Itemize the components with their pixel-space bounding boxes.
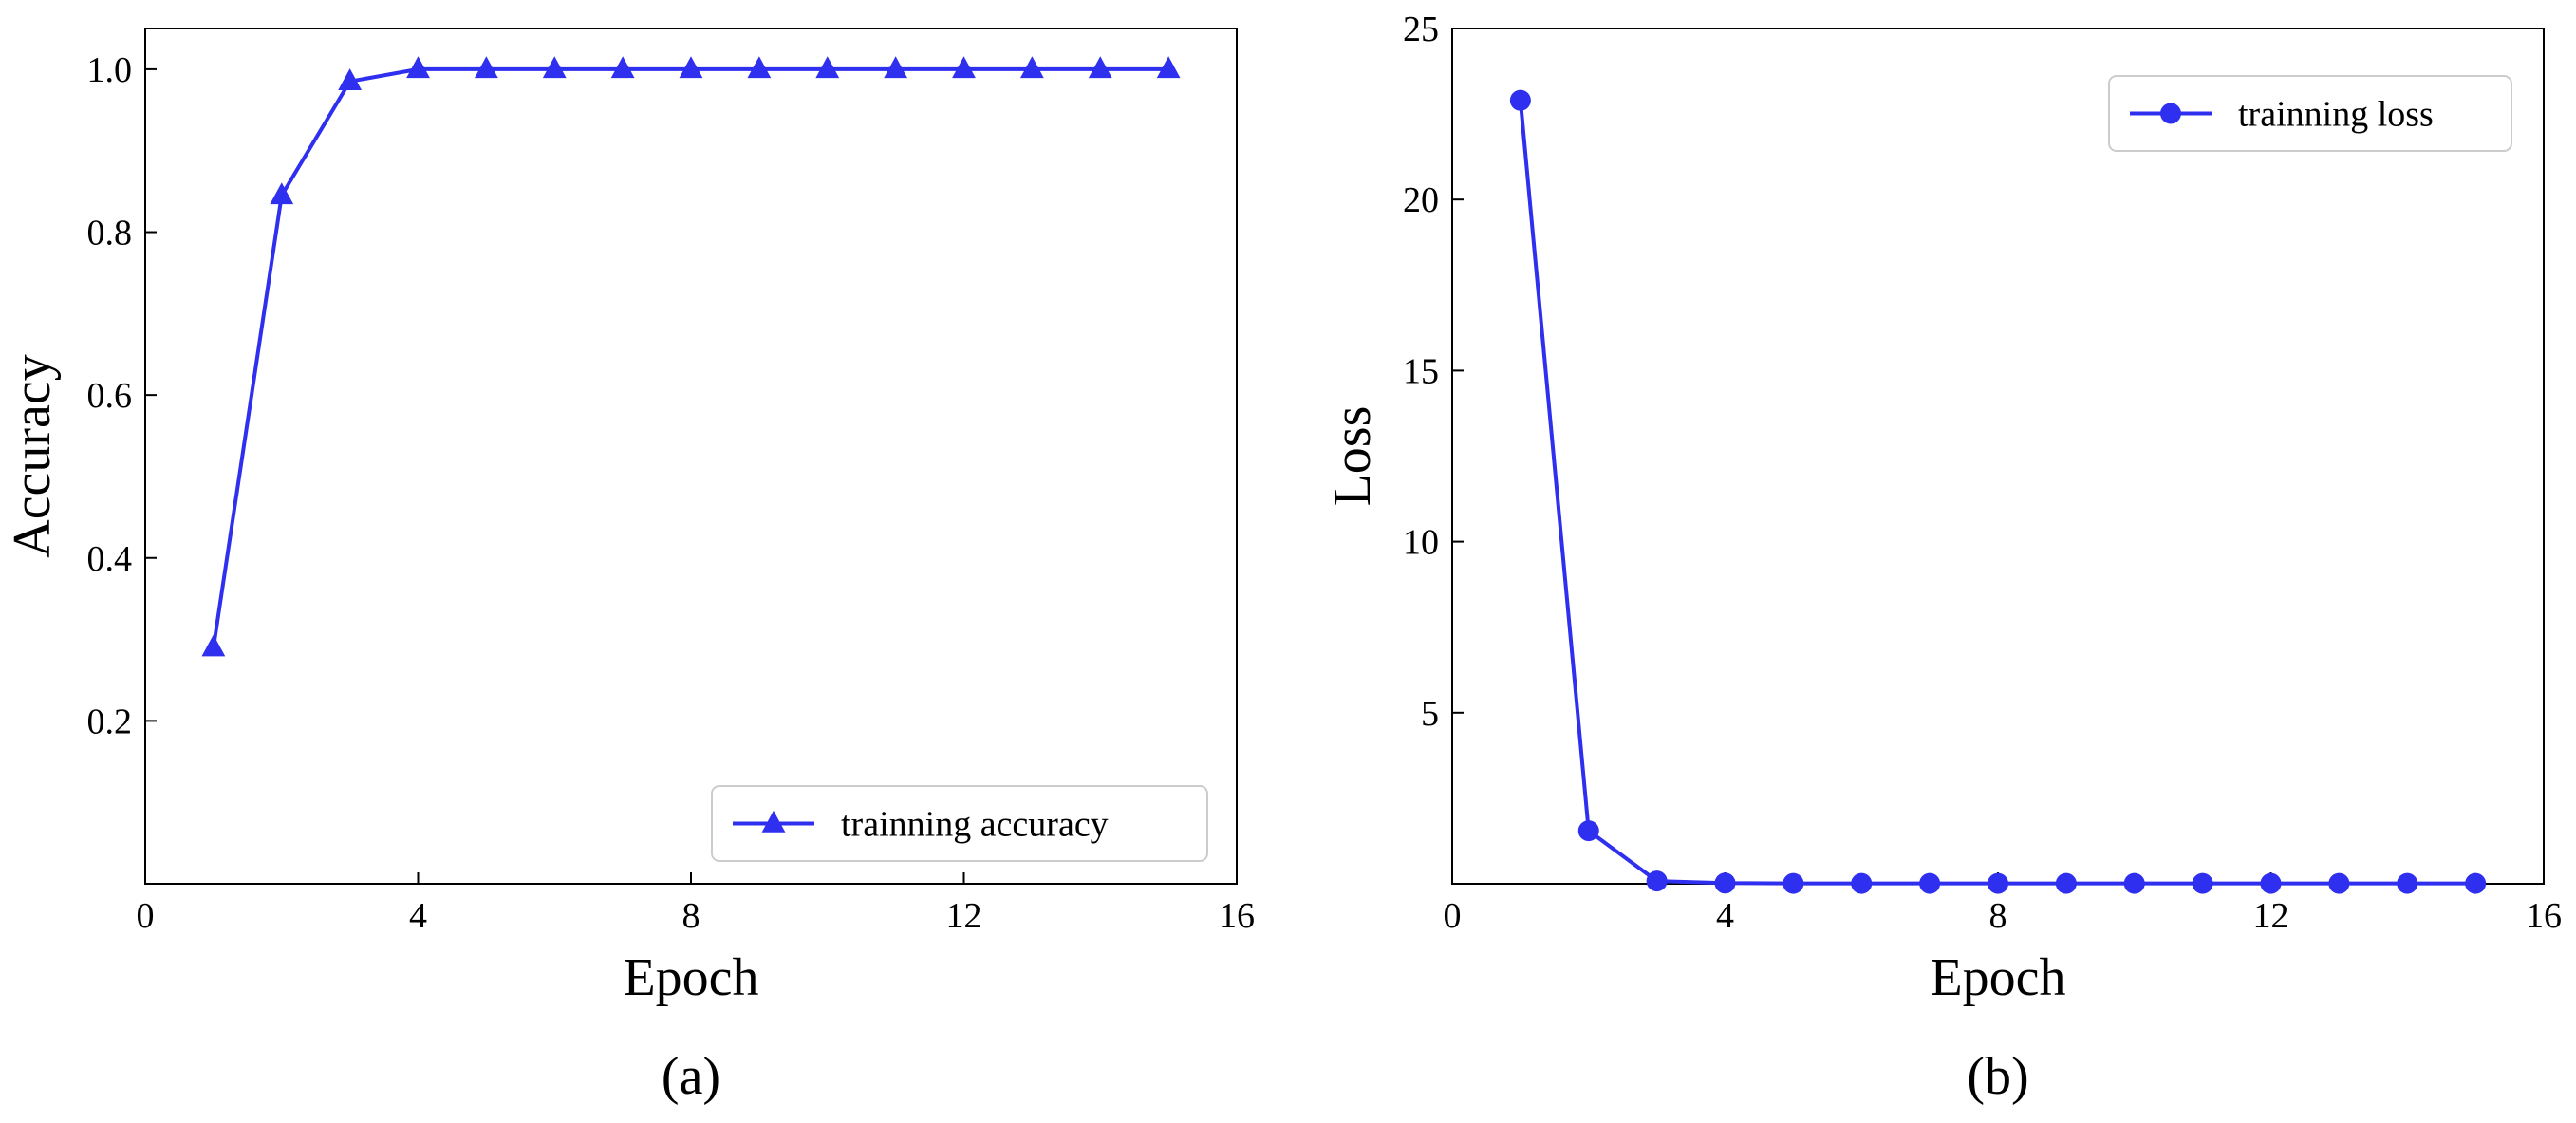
chart-b-data-point (1646, 870, 1668, 892)
chart-a-x-tick-label: 4 (409, 896, 427, 936)
chart-b-data-point (2192, 872, 2213, 894)
chart-a-y-axis-label: Accuracy (3, 354, 62, 558)
chart-a-data-point (474, 56, 498, 79)
chart-a-x-axis-label: Epoch (623, 948, 758, 1007)
chart-b-y-tick-label: 25 (1403, 9, 1439, 49)
chart-b-data-point (1919, 872, 1941, 894)
chart-b-y-tick-label: 15 (1403, 351, 1439, 391)
chart-a-data-point (884, 56, 908, 79)
chart-a-y-tick-label: 0.2 (87, 702, 133, 741)
chart-a-x-tick-label: 12 (946, 896, 982, 936)
chart-a-data-point (610, 56, 635, 79)
chart-a-data-point (952, 56, 976, 79)
chart-b-legend: trainning loss (2108, 75, 2512, 152)
loss-chart: 0 4 8 12 16 5 10 15 20 25 Epoch Loss (b) trainning lo… (1323, 9, 2562, 1106)
chart-a-series-line (211, 66, 1169, 648)
chart-a-data-point (1019, 56, 1044, 79)
chart-a-data-point (1088, 56, 1112, 79)
chart-b-data-point (1851, 872, 1873, 894)
accuracy-chart: 0 4 8 12 16 0.2 0.4 0.6 0.8 1.0 Epoch Accuracy (a) tr… (3, 28, 1255, 1106)
chart-a-y-tick-label: 0.6 (87, 376, 133, 416)
chart-a-x-tick-label: 8 (682, 896, 700, 936)
chart-b-data-point (2465, 872, 2487, 894)
chart-b-data-point (1783, 872, 1804, 894)
chart-b-data-point (1577, 820, 1599, 842)
chart-b-x-tick-label: 12 (2253, 896, 2289, 936)
chart-a-data-point (679, 56, 703, 79)
chart-a-x-tick-label: 16 (1219, 896, 1255, 936)
chart-b-data-point (1988, 872, 2008, 894)
chart-a-data-point (542, 56, 567, 79)
chart-a-panel-label: (a) (662, 1047, 720, 1106)
chart-b-y-tick-label: 20 (1403, 180, 1439, 220)
chart-a-data-point (1156, 56, 1181, 79)
chart-b-data-point (2055, 872, 2077, 894)
chart-a-legend-box (711, 785, 1208, 862)
chart-a-legend-label: trainning accuracy (841, 805, 1109, 845)
chart-a-legend-marker (761, 810, 786, 833)
chart-b-y-tick-label: 5 (1421, 694, 1439, 734)
chart-a-y-tick-label: 0.8 (87, 214, 133, 253)
chart-b-legend-box (2108, 75, 2512, 152)
chart-b-legend-label: trainning loss (2238, 95, 2434, 135)
chart-b-data-point (2123, 872, 2145, 894)
chart-b-axes-frame (1451, 28, 2545, 885)
chart-b-x-axis-label: Epoch (1930, 948, 2065, 1007)
chart-a-data-point (201, 634, 226, 657)
chart-b-y-tick-label: 10 (1403, 523, 1439, 563)
chart-a-axes-frame (144, 28, 1238, 885)
chart-b-data-point (2260, 872, 2282, 894)
chart-b-data-point (1509, 89, 1531, 111)
chart-a-data-point (747, 56, 772, 79)
chart-b-x-tick-label: 16 (2526, 896, 2562, 936)
chart-a-legend: trainning accuracy (711, 785, 1208, 862)
chart-a-data-point (270, 182, 294, 205)
chart-a-data-point (406, 56, 430, 79)
chart-b-series-line (1518, 100, 2476, 886)
chart-b-data-point (2328, 872, 2350, 894)
chart-b-data-point (2397, 872, 2418, 894)
chart-b-data-point (1714, 872, 1736, 894)
chart-a-data-point (815, 56, 840, 79)
chart-b-x-tick-label: 4 (1716, 896, 1734, 936)
chart-a-y-tick-label: 0.4 (87, 539, 133, 579)
chart-b-legend-marker (2160, 103, 2181, 124)
chart-a-data-point (338, 68, 363, 91)
chart-b-panel-label: (b) (1967, 1047, 2028, 1106)
chart-b-x-tick-label: 0 (1444, 896, 1462, 936)
chart-a-x-tick-label: 0 (137, 896, 155, 936)
chart-b-y-axis-label: Loss (1323, 406, 1382, 507)
chart-b-x-tick-label: 8 (1989, 896, 2007, 936)
chart-a-y-tick-label: 1.0 (87, 50, 133, 90)
